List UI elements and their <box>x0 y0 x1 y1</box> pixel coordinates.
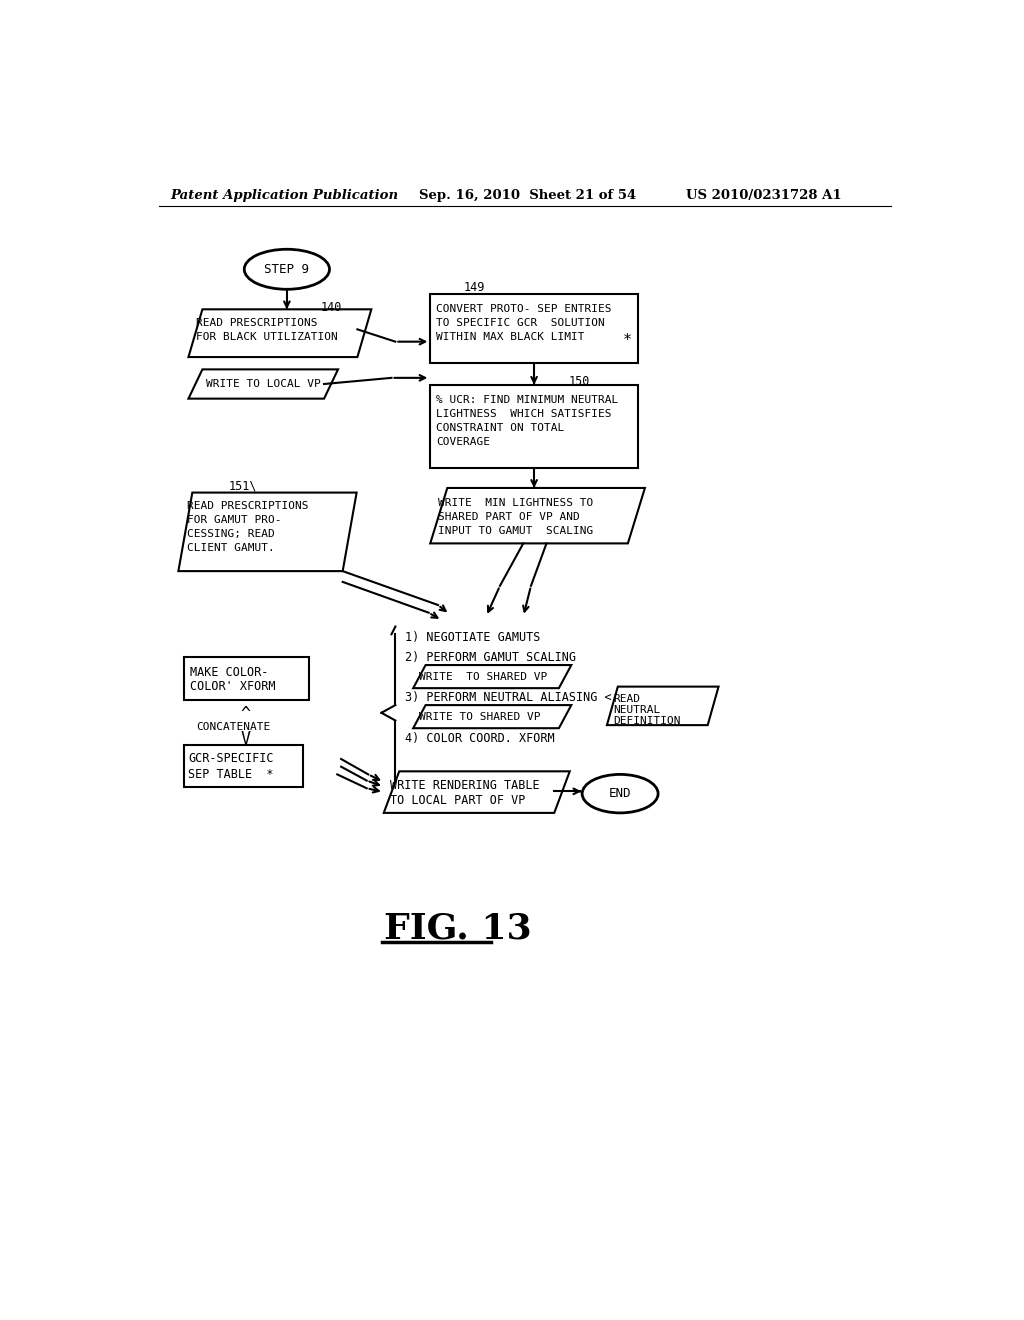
Text: DEFINITION: DEFINITION <box>613 715 681 726</box>
Text: WRITE  MIN LIGHTNESS TO: WRITE MIN LIGHTNESS TO <box>438 499 593 508</box>
Text: SHARED PART OF VP AND: SHARED PART OF VP AND <box>438 512 580 523</box>
Text: INPUT TO GAMUT  SCALING: INPUT TO GAMUT SCALING <box>438 527 593 536</box>
Ellipse shape <box>583 775 658 813</box>
Text: CONCATENATE: CONCATENATE <box>197 722 270 731</box>
Text: *: * <box>623 333 632 347</box>
Text: CONVERT PROTO- SEP ENTRIES: CONVERT PROTO- SEP ENTRIES <box>436 305 612 314</box>
Text: COVERAGE: COVERAGE <box>436 437 490 446</box>
Ellipse shape <box>245 249 330 289</box>
Text: V: V <box>241 730 251 748</box>
Text: 3) PERFORM NEUTRAL ALIASING <: 3) PERFORM NEUTRAL ALIASING < <box>406 690 612 704</box>
Text: NEUTRAL: NEUTRAL <box>613 705 660 714</box>
Bar <box>183 744 303 787</box>
Bar <box>430 385 638 469</box>
Polygon shape <box>430 488 645 544</box>
Polygon shape <box>414 705 571 729</box>
Polygon shape <box>607 686 719 725</box>
Text: ^: ^ <box>241 705 251 723</box>
Text: Sep. 16, 2010  Sheet 21 of 54: Sep. 16, 2010 Sheet 21 of 54 <box>419 189 636 202</box>
Text: WITHIN MAX BLACK LIMIT: WITHIN MAX BLACK LIMIT <box>436 333 585 342</box>
Text: 151\: 151\ <box>228 480 257 492</box>
Bar <box>430 294 638 363</box>
Polygon shape <box>178 492 356 572</box>
Text: 149: 149 <box>464 281 485 294</box>
Text: FOR GAMUT PRO-: FOR GAMUT PRO- <box>187 515 282 525</box>
Text: MAKE COLOR-: MAKE COLOR- <box>190 667 268 680</box>
Text: % UCR: FIND MINIMUM NEUTRAL: % UCR: FIND MINIMUM NEUTRAL <box>436 395 618 405</box>
Text: SEP TABLE  *: SEP TABLE * <box>188 768 274 781</box>
Text: CLIENT GAMUT.: CLIENT GAMUT. <box>187 543 274 553</box>
Text: CONSTRAINT ON TOTAL: CONSTRAINT ON TOTAL <box>436 422 564 433</box>
Text: LIGHTNESS  WHICH SATISFIES: LIGHTNESS WHICH SATISFIES <box>436 409 612 418</box>
Text: READ: READ <box>613 694 640 704</box>
Text: TO SPECIFIC GCR  SOLUTION: TO SPECIFIC GCR SOLUTION <box>436 318 605 329</box>
Text: 1) NEGOTIATE GAMUTS: 1) NEGOTIATE GAMUTS <box>406 631 541 644</box>
Polygon shape <box>384 771 569 813</box>
Text: 2) PERFORM GAMUT SCALING: 2) PERFORM GAMUT SCALING <box>406 651 577 664</box>
Text: TO LOCAL PART OF VP: TO LOCAL PART OF VP <box>390 795 525 807</box>
Text: 140: 140 <box>321 301 342 314</box>
Polygon shape <box>414 665 571 688</box>
Text: END: END <box>609 787 632 800</box>
Text: FOR BLACK UTILIZATION: FOR BLACK UTILIZATION <box>197 333 338 342</box>
Text: WRITE TO LOCAL VP: WRITE TO LOCAL VP <box>206 379 321 389</box>
Text: GCR-SPECIFIC: GCR-SPECIFIC <box>188 752 274 766</box>
Text: Patent Application Publication: Patent Application Publication <box>171 189 398 202</box>
Text: WRITE  TO SHARED VP: WRITE TO SHARED VP <box>420 672 548 681</box>
Bar <box>183 657 309 701</box>
Text: READ PRESCRIPTIONS: READ PRESCRIPTIONS <box>187 502 308 511</box>
Text: WRITE RENDERING TABLE: WRITE RENDERING TABLE <box>390 779 540 792</box>
Text: US 2010/0231728 A1: US 2010/0231728 A1 <box>686 189 842 202</box>
Polygon shape <box>188 309 372 358</box>
Text: FIG. 13: FIG. 13 <box>384 911 531 945</box>
Text: CESSING; READ: CESSING; READ <box>187 529 274 539</box>
Text: WRITE TO SHARED VP: WRITE TO SHARED VP <box>420 711 541 722</box>
Text: COLOR' XFORM: COLOR' XFORM <box>190 680 275 693</box>
Text: READ PRESCRIPTIONS: READ PRESCRIPTIONS <box>197 318 317 329</box>
Text: 4) COLOR COORD. XFORM: 4) COLOR COORD. XFORM <box>406 733 555 746</box>
Text: 150: 150 <box>568 375 590 388</box>
Text: STEP 9: STEP 9 <box>264 263 309 276</box>
Polygon shape <box>188 370 338 399</box>
